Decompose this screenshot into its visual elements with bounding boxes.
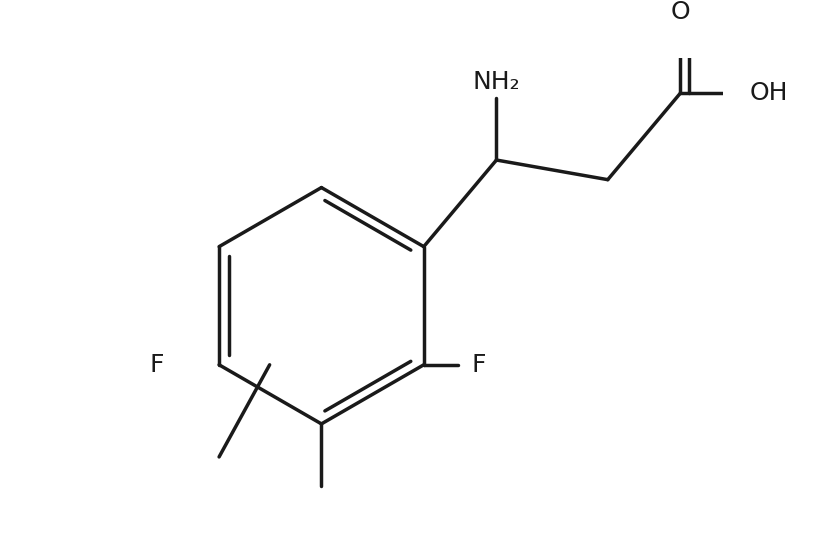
Text: F: F [471,353,485,377]
Text: F: F [150,353,164,377]
Text: OH: OH [750,81,788,105]
Text: NH₂: NH₂ [473,70,520,94]
Text: O: O [671,0,691,24]
